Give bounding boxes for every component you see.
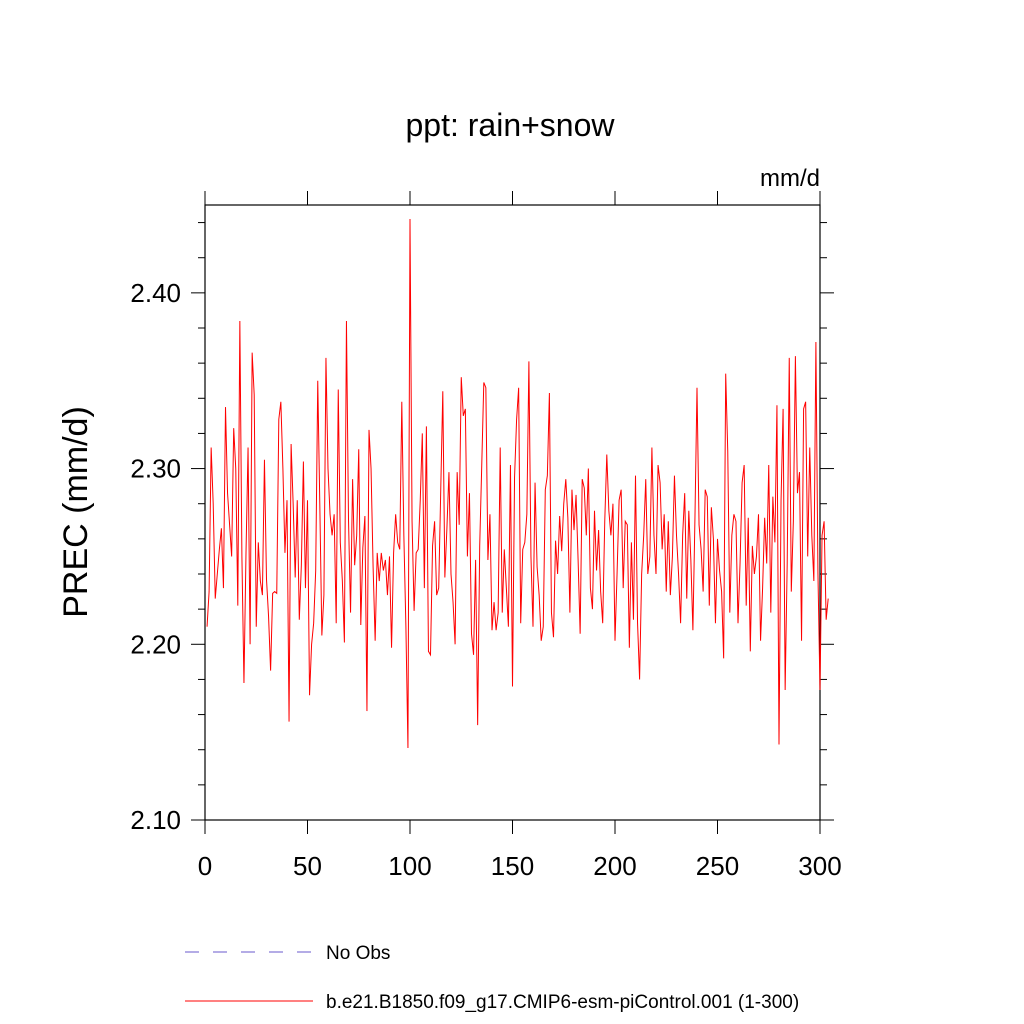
units-label: mm/d xyxy=(760,165,820,192)
series-line-2 xyxy=(206,219,829,748)
x-tick-label: 150 xyxy=(491,851,534,881)
y-tick-label: 2.10 xyxy=(130,805,181,835)
y-tick-label: 2.20 xyxy=(130,629,181,659)
legend-label-1: No Obs xyxy=(326,943,390,964)
x-tick-label: 50 xyxy=(293,851,322,881)
chart-title: ppt: rain+snow xyxy=(405,107,615,143)
plot-axes: 0 50 100 150 200 250 300 2.10 2.20 2.30 2.40 xyxy=(130,191,842,881)
x-tick-label: 100 xyxy=(388,851,431,881)
series-layer xyxy=(206,219,829,748)
y-tick-label: 2.40 xyxy=(130,278,181,308)
legend: No Obs b.e21.B1850.f09_g17.CMIP6-esm-piCo… xyxy=(185,943,799,1013)
x-tick-label: 300 xyxy=(798,851,841,881)
x-tick-label: 200 xyxy=(593,851,636,881)
x-tick-label: 250 xyxy=(696,851,739,881)
legend-label-2: b.e21.B1850.f09_g17.CMIP6-esm-piControl.… xyxy=(326,992,799,1013)
y-axis-title: PREC (mm/d) xyxy=(57,406,95,618)
x-tick-label: 0 xyxy=(198,851,212,881)
y-tick-label: 2.30 xyxy=(130,454,181,484)
